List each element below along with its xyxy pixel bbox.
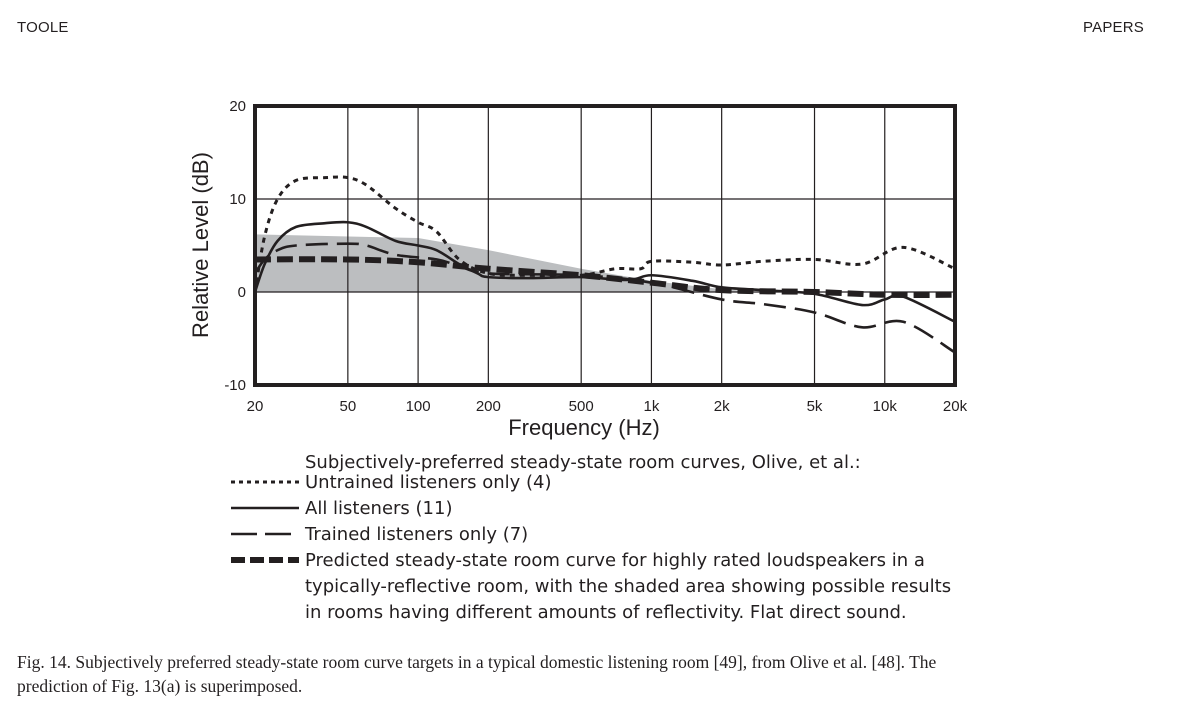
x-tick-label: 200 [476,398,501,415]
figure-caption: Fig. 14. Subjectively preferred steady-s… [17,650,1147,698]
legend-untrained-label: Untrained listeners only (4) [305,472,552,493]
running-head-author: TOOLE [17,19,69,36]
legend-title: Subjectively-preferred steady-state room… [305,452,861,473]
shaded-reflectivity-band [255,234,763,292]
series-predicted [254,256,956,298]
y-axis-title: Relative Level (dB) [188,152,213,338]
x-tick-label: 10k [873,398,898,415]
room-curve-chart: 20 50 100 200 500 1k 2k 5k 10k 20k -10 0 10 20 Freque… [188,98,968,623]
legend-predicted-label: Predicted steady-state room curve for hi… [305,550,925,571]
legend-all-listeners-label: All listeners (11) [305,498,452,519]
x-tick-label: 1k [644,398,660,415]
plot-frame [253,104,957,387]
x-axis-title: Frequency (Hz) [508,415,660,440]
y-tick-label: 20 [229,98,246,115]
x-tick-label: 2k [714,398,730,415]
x-tick-label: 20k [943,398,968,415]
caption-line-2: prediction of Fig. 13(a) is superimposed… [17,676,303,696]
legend-predicted-line2-label: typically-reflective room, with the shad… [305,576,951,597]
y-tick-label: 0 [238,284,246,301]
caption-line-1: Fig. 14. Subjectively preferred steady-s… [17,652,937,672]
legend-predicted-line3-label: in rooms having different amounts of ref… [305,602,907,623]
x-tick-label: 20 [247,398,264,415]
x-tick-label: 500 [569,398,594,415]
x-tick-label: 100 [406,398,431,415]
y-tick-label: -10 [224,377,246,394]
running-head-section: PAPERS [1083,19,1144,36]
x-tick-label: 5k [807,398,823,415]
legend-trained-label: Trained listeners only (7) [304,524,528,545]
y-tick-label: 10 [229,191,246,208]
series-untrained [253,175,956,293]
x-tick-label: 50 [340,398,357,415]
series-trained [253,242,956,354]
